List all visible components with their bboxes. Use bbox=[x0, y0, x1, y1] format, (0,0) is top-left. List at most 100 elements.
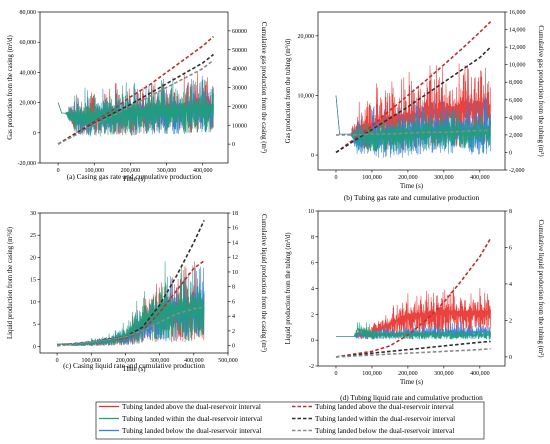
y-tick-label: 15 bbox=[30, 278, 36, 284]
y2-tick-label: 10000 bbox=[232, 123, 247, 129]
x-axis-label: Time (s) bbox=[123, 176, 146, 183]
y-tick-label: 5 bbox=[33, 322, 36, 328]
x-tick-label: 200,000 bbox=[121, 168, 141, 174]
y2-tick-label: 4 bbox=[509, 282, 512, 288]
x-tick-label: 300,000 bbox=[157, 168, 177, 174]
y-tick-label: 10 bbox=[30, 300, 36, 306]
x-tick-label: 400,000 bbox=[470, 371, 490, 377]
y2-tick-label: 8,000 bbox=[509, 80, 523, 86]
x-tick-label: 0 bbox=[334, 175, 337, 181]
panel-caption: (a) Casing gas rate and cumulative produ… bbox=[67, 172, 202, 181]
x-tick-label: 0 bbox=[334, 371, 337, 377]
rate-series-line bbox=[336, 322, 491, 340]
y2-tick-label: 4,000 bbox=[509, 115, 523, 121]
cumulative-series-line bbox=[57, 35, 215, 145]
legend-label: Tubing landed within the dual-reservoir … bbox=[122, 414, 262, 423]
y2-tick-label: 0 bbox=[232, 142, 235, 148]
chart-panel-a: 0 100,000 200,000 300,000 400,000 -20,000 0 20,… bbox=[7, 10, 267, 183]
x-tick-label: 400,000 bbox=[184, 358, 204, 364]
x-tick-label: 200,000 bbox=[398, 175, 418, 181]
cumulative-series-line bbox=[336, 129, 491, 136]
x-tick-label: 100,000 bbox=[84, 168, 104, 174]
legend-label: Tubing landed below the dual-reservoir i… bbox=[122, 426, 261, 435]
y2-tick-label: 6 bbox=[232, 299, 235, 305]
y2-axis-label: Cumulative gas production from the casin… bbox=[260, 22, 267, 153]
y2-tick-label: 4 bbox=[232, 314, 235, 320]
plot-frame bbox=[39, 212, 229, 354]
x-axis-label: Time (s) bbox=[123, 366, 146, 373]
y-tick-label: 10,000 bbox=[298, 93, 315, 99]
y-tick-label: 20,000 bbox=[20, 101, 37, 107]
y-tick-label: 0 bbox=[311, 338, 314, 344]
x-tick-label: 300,000 bbox=[434, 371, 454, 377]
x-tick-label: 0 bbox=[56, 358, 59, 364]
y2-tick-label: 2 bbox=[509, 318, 512, 324]
chart-panel-c: 0 100,000 200,000 300,000 400,000 500,000 0 5 10… bbox=[7, 211, 267, 373]
y-tick-label: 60,000 bbox=[20, 40, 37, 46]
y-tick-label: 30 bbox=[30, 211, 36, 217]
plot-frame bbox=[317, 210, 506, 367]
panel-caption: (d) Tubing liquid rate and cumulative pr… bbox=[340, 393, 483, 402]
y2-tick-label: 2 bbox=[232, 329, 235, 335]
y-tick-label: 4 bbox=[311, 287, 314, 293]
cumulative-series-line bbox=[335, 46, 492, 154]
y2-tick-label: 16,000 bbox=[509, 10, 526, 16]
y2-tick-label: 12,000 bbox=[509, 45, 526, 51]
y-tick-label: 2 bbox=[311, 312, 314, 318]
y2-tick-label: 10,000 bbox=[509, 63, 526, 69]
x-axis-label: Time (s) bbox=[400, 183, 423, 190]
y2-tick-label: 16 bbox=[232, 226, 238, 232]
y2-tick-label: -2,000 bbox=[509, 168, 525, 174]
cumulative-series-line bbox=[335, 237, 492, 358]
y-tick-label: -20,000 bbox=[18, 161, 37, 167]
y-axis-label: Gas production from the tubing (m³/d) bbox=[285, 39, 292, 144]
y2-tick-label: 6,000 bbox=[509, 98, 523, 104]
x-tick-label: 100,000 bbox=[82, 358, 102, 364]
cumulative-series-line bbox=[57, 53, 214, 145]
y2-tick-label: 0 bbox=[509, 355, 512, 361]
x-axis-label: Time (s) bbox=[400, 379, 423, 386]
y2-axis-label: Cumulative gas production from the tubin… bbox=[537, 25, 544, 156]
y-tick-label: 0 bbox=[311, 153, 314, 159]
cumulative-series-line bbox=[335, 21, 492, 154]
x-tick-label: 0 bbox=[57, 168, 60, 174]
x-tick-label: 500,000 bbox=[218, 358, 238, 364]
plot-area bbox=[335, 21, 492, 158]
cumulative-series-line bbox=[57, 306, 205, 347]
y2-tick-label: 50000 bbox=[232, 48, 247, 54]
y-axis-label: Liquid production from the casing (m³/d) bbox=[7, 227, 14, 339]
x-tick-label: 100,000 bbox=[362, 371, 382, 377]
y-tick-label: -2 bbox=[309, 364, 314, 370]
y2-axis-label: Cumulative liquid production from the tu… bbox=[537, 220, 544, 358]
cumulative-series-line bbox=[57, 59, 214, 145]
plot-area bbox=[57, 35, 215, 145]
y-tick-label: 80,000 bbox=[20, 10, 37, 16]
cumulative-series-line bbox=[335, 347, 491, 358]
y2-tick-label: 60000 bbox=[232, 29, 247, 35]
x-tick-label: 300,000 bbox=[150, 358, 170, 364]
x-tick-label: 400,000 bbox=[470, 175, 490, 181]
y2-tick-label: 12 bbox=[232, 255, 238, 261]
y2-tick-label: 2,000 bbox=[509, 133, 523, 139]
legend-box bbox=[95, 401, 485, 440]
plot-area bbox=[57, 220, 205, 347]
y2-tick-label: 6 bbox=[509, 245, 512, 251]
legend-label: Tubing landed above the dual-reservoir i… bbox=[315, 402, 454, 411]
y2-tick-label: 40000 bbox=[232, 67, 247, 73]
y2-tick-label: 8 bbox=[509, 209, 512, 215]
y2-tick-label: 0 bbox=[232, 344, 235, 350]
plot-area bbox=[335, 237, 492, 358]
y-axis-label: Liquid production from the tubing (m³/d) bbox=[285, 232, 292, 344]
cumulative-series-line bbox=[335, 340, 491, 358]
y2-tick-label: 20000 bbox=[232, 104, 247, 110]
legend-label: Tubing landed above the dual-reservoir i… bbox=[122, 402, 261, 411]
chart-panel-b: 0 100,000 200,000 300,000 400,000 0 10,000 20,0… bbox=[285, 10, 544, 202]
y-tick-label: 6 bbox=[311, 261, 314, 267]
chart-panel-d: 0 100,000 200,000 300,000 400,000 -2 0 2 4 6 8 10 0 2… bbox=[285, 209, 544, 402]
y2-axis-label: Cumulative liquid production from the ca… bbox=[260, 214, 267, 352]
x-tick-label: 300,000 bbox=[434, 175, 454, 181]
y2-tick-label: 18 bbox=[232, 211, 238, 217]
y-tick-label: 20,000 bbox=[298, 34, 315, 40]
rate-series-line bbox=[57, 261, 205, 347]
